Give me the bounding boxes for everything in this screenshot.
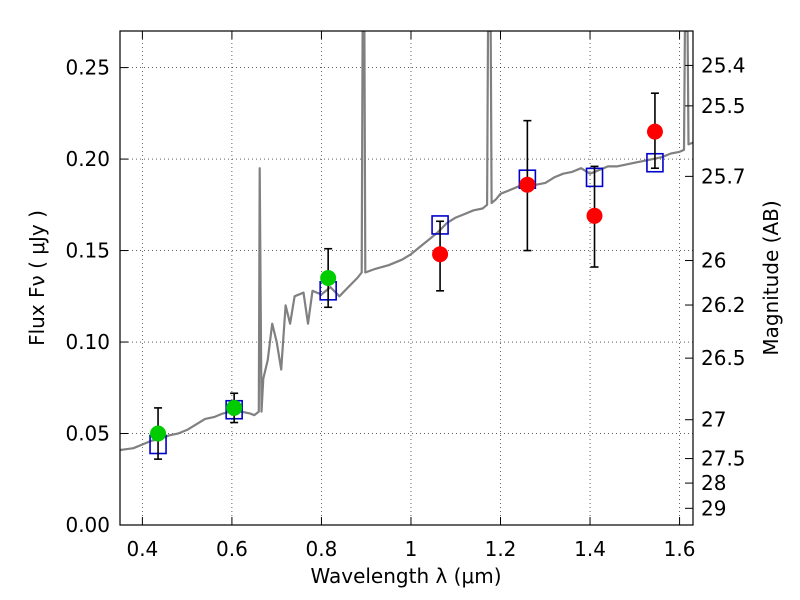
y-tick-label: 0.15 (65, 239, 110, 263)
x-tick-label: 1.2 (485, 537, 517, 561)
y-axis-title: Flux Fν ( μJy ) (25, 210, 49, 346)
mag-tick-label: 25.4 (701, 53, 746, 77)
x-tick-label: 1.4 (574, 537, 606, 561)
plot-frame (119, 30, 694, 526)
y-tick-label: 0.00 (65, 513, 110, 537)
y2-axis-title: Magnitude (AB) (759, 200, 783, 355)
green-data-point (150, 425, 167, 442)
x-tick-label: 0.4 (126, 537, 158, 561)
mag-tick-label: 27.5 (701, 447, 746, 471)
mag-tick-label: 27 (701, 408, 726, 432)
red-data-point (432, 246, 449, 263)
y-tick-label: 0.10 (65, 330, 110, 354)
x-tick-label: 1 (405, 537, 418, 561)
mag-tick-label: 28 (701, 471, 726, 495)
mag-tick-label: 26.5 (701, 346, 746, 370)
plot-area (120, 31, 693, 460)
y-tick-label: 0.05 (65, 422, 110, 446)
x-tick-label: 0.8 (306, 537, 338, 561)
spectrum-line (120, 31, 693, 452)
red-data-point (519, 176, 536, 193)
green-data-point (226, 399, 243, 416)
mag-tick-label: 26 (701, 249, 726, 273)
mag-tick-label: 25.7 (701, 164, 746, 188)
mag-tick-label: 25.5 (701, 94, 746, 118)
red-data-point (646, 123, 663, 140)
x-tick-label: 0.6 (216, 537, 248, 561)
green-data-point (320, 270, 337, 286)
mag-tick-label: 26.2 (701, 293, 746, 317)
x-axis-title: Wavelength λ (μm) (310, 564, 501, 588)
red-data-point (586, 207, 603, 224)
y-tick-label: 0.20 (65, 147, 110, 171)
axis-ticks: 0.4 0.6 0.8 1 1.2 1.4 1.6 0.00 0.05 0.10 0.15 0.20 0… (65, 31, 746, 561)
mag-tick-label: 29 (701, 496, 726, 520)
y-tick-label: 0.25 (65, 56, 110, 80)
x-tick-label: 1.6 (664, 537, 696, 561)
